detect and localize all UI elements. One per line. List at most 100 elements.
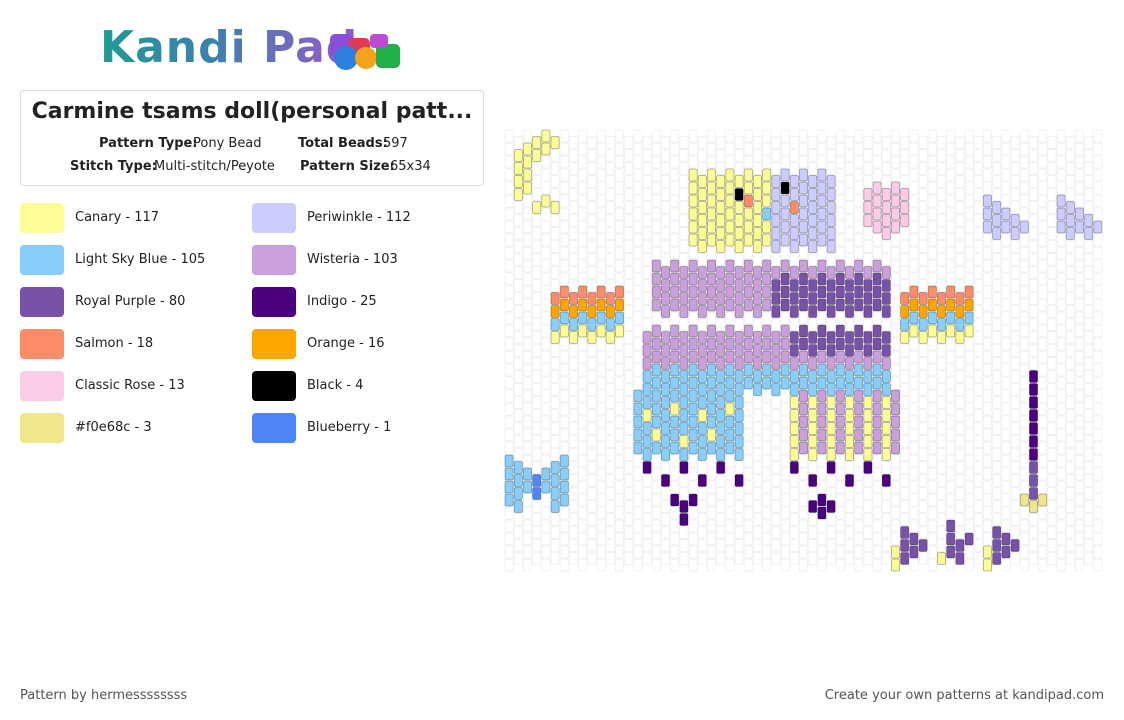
bead: [955, 214, 965, 227]
bead: [927, 493, 937, 507]
bead: [670, 441, 680, 455]
bead: [716, 162, 726, 175]
bead: [826, 136, 836, 149]
bead: [762, 428, 772, 442]
bead: [771, 435, 781, 448]
bead: [891, 493, 901, 507]
bead: [835, 363, 845, 377]
bead: [688, 220, 698, 234]
bead: [642, 474, 652, 487]
bead: [532, 149, 542, 162]
bead: [523, 129, 533, 143]
bead: [679, 357, 689, 370]
bead: [642, 188, 652, 201]
bead: [504, 285, 514, 299]
bead: [1029, 461, 1039, 474]
bead: [891, 415, 901, 429]
bead: [633, 441, 643, 455]
bead: [670, 532, 680, 546]
bead: [1038, 389, 1048, 403]
bead: [780, 493, 790, 507]
bead: [688, 376, 698, 390]
bead: [780, 129, 790, 143]
bead: [817, 389, 827, 403]
bead: [624, 539, 634, 552]
bead: [679, 175, 689, 188]
bead: [725, 545, 735, 559]
bead: [1019, 272, 1029, 286]
bead: [587, 474, 597, 487]
swatch: [252, 245, 296, 275]
bead: [532, 552, 542, 565]
bead: [835, 467, 845, 481]
bead: [679, 253, 689, 266]
bead: [854, 246, 864, 260]
bead: [743, 558, 753, 572]
bead: [734, 539, 744, 552]
bead: [927, 415, 937, 429]
bead: [716, 539, 726, 552]
bead: [523, 298, 533, 312]
bead: [1010, 357, 1020, 370]
bead: [615, 337, 625, 351]
bead: [550, 305, 560, 318]
bead: [716, 370, 726, 383]
bead: [909, 181, 919, 195]
bead: [615, 350, 625, 364]
bead: [845, 279, 855, 292]
bead: [789, 409, 799, 422]
bead: [642, 552, 652, 565]
bead: [633, 363, 643, 377]
bead: [661, 227, 671, 240]
bead: [1010, 370, 1020, 383]
bead: [808, 201, 818, 214]
bead: [826, 526, 836, 539]
bead: [523, 558, 533, 572]
bead: [596, 415, 606, 429]
bead: [1019, 181, 1029, 195]
bead: [734, 448, 744, 461]
bead: [523, 454, 533, 468]
bead: [605, 370, 615, 383]
bead: [513, 201, 523, 214]
bead: [734, 331, 744, 344]
bead: [596, 311, 606, 325]
bead: [845, 318, 855, 331]
bead: [808, 435, 818, 448]
bead: [605, 422, 615, 435]
bead: [826, 448, 836, 461]
bead: [697, 370, 707, 383]
bead: [817, 493, 827, 507]
bead: [789, 318, 799, 331]
bead: [513, 318, 523, 331]
bead: [596, 441, 606, 455]
bead: [845, 422, 855, 435]
bead: [725, 259, 735, 273]
bead: [1029, 539, 1039, 552]
bead: [1084, 448, 1094, 461]
bead: [955, 331, 965, 344]
bead: [992, 331, 1002, 344]
bead: [743, 194, 753, 208]
bead: [845, 409, 855, 422]
bead: [1029, 370, 1039, 383]
bead: [983, 350, 993, 364]
bead: [863, 266, 873, 279]
bead: [541, 155, 551, 169]
bead: [550, 240, 560, 253]
bead: [679, 188, 689, 201]
bead: [624, 383, 634, 396]
bead: [651, 480, 661, 494]
bead: [743, 454, 753, 468]
bead: [633, 272, 643, 286]
bead: [992, 474, 1002, 487]
bead: [891, 532, 901, 546]
bead: [679, 513, 689, 526]
bead: [679, 305, 689, 318]
bead: [817, 441, 827, 455]
bead: [1056, 181, 1066, 195]
bead: [900, 435, 910, 448]
bead: [927, 480, 937, 494]
bead: [1010, 500, 1020, 513]
bead: [753, 188, 763, 201]
